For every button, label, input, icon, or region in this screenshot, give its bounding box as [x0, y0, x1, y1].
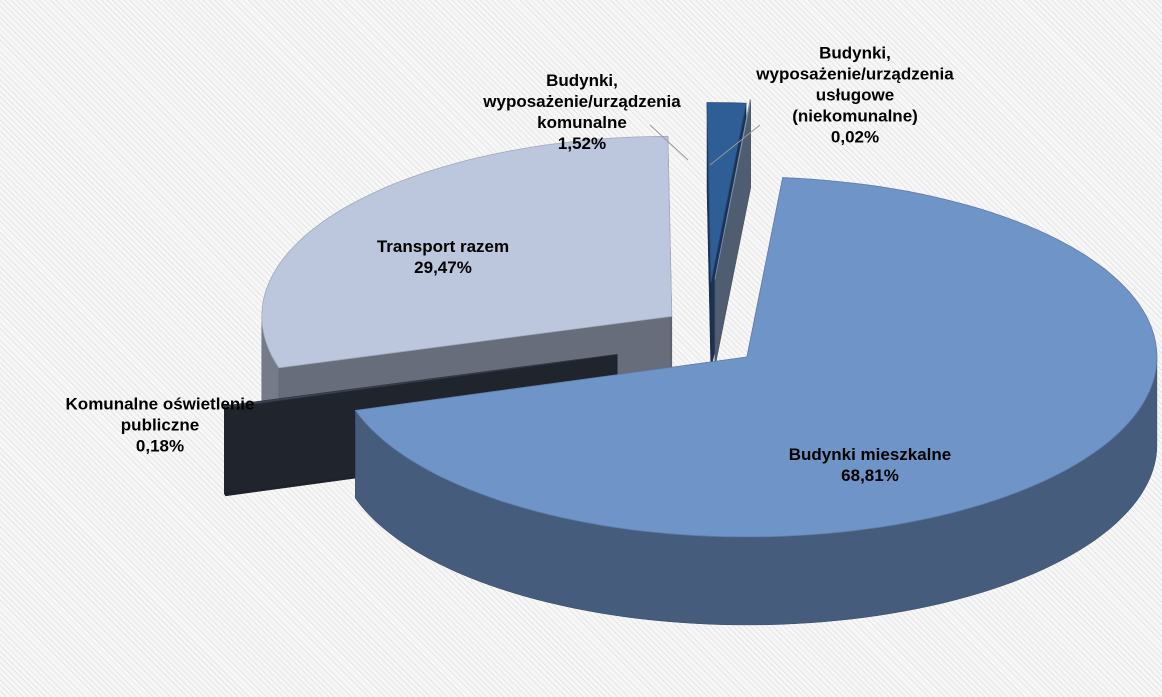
slice [714, 99, 752, 280]
data-label: Transport razem 29,47% [343, 236, 543, 278]
data-label: Budynki mieszkalne 68,81% [740, 444, 1000, 486]
value-label: 1,52% [557, 134, 607, 153]
slice [706, 102, 747, 283]
category-name: Budynki, wyposażenie/urządzenia usługowe… [756, 43, 954, 126]
category-name: Komunalne oświetlenie publiczne [65, 394, 255, 435]
category-name: Budynki mieszkalne [788, 445, 952, 464]
value-label: 0,18% [135, 436, 185, 456]
value-label: 0,02% [830, 127, 880, 147]
slice [261, 135, 673, 369]
leader-line [709, 124, 761, 166]
value-label: 68,81% [841, 466, 899, 485]
category-name: Transport razem [376, 237, 510, 256]
category-name: Budynki, wyposażenie/urządzenia komunaln… [483, 71, 681, 132]
leader-line [649, 124, 689, 161]
slice [354, 177, 1158, 538]
slice [223, 354, 618, 409]
value-label: 29,47% [414, 258, 472, 277]
data-label: Budynki, wyposażenie/urządzenia usługowe… [755, 43, 955, 148]
data-label: Budynki, wyposażenie/urządzenia komunaln… [482, 70, 682, 154]
data-label: Komunalne oświetlenie publiczne 0,18% [60, 394, 260, 457]
